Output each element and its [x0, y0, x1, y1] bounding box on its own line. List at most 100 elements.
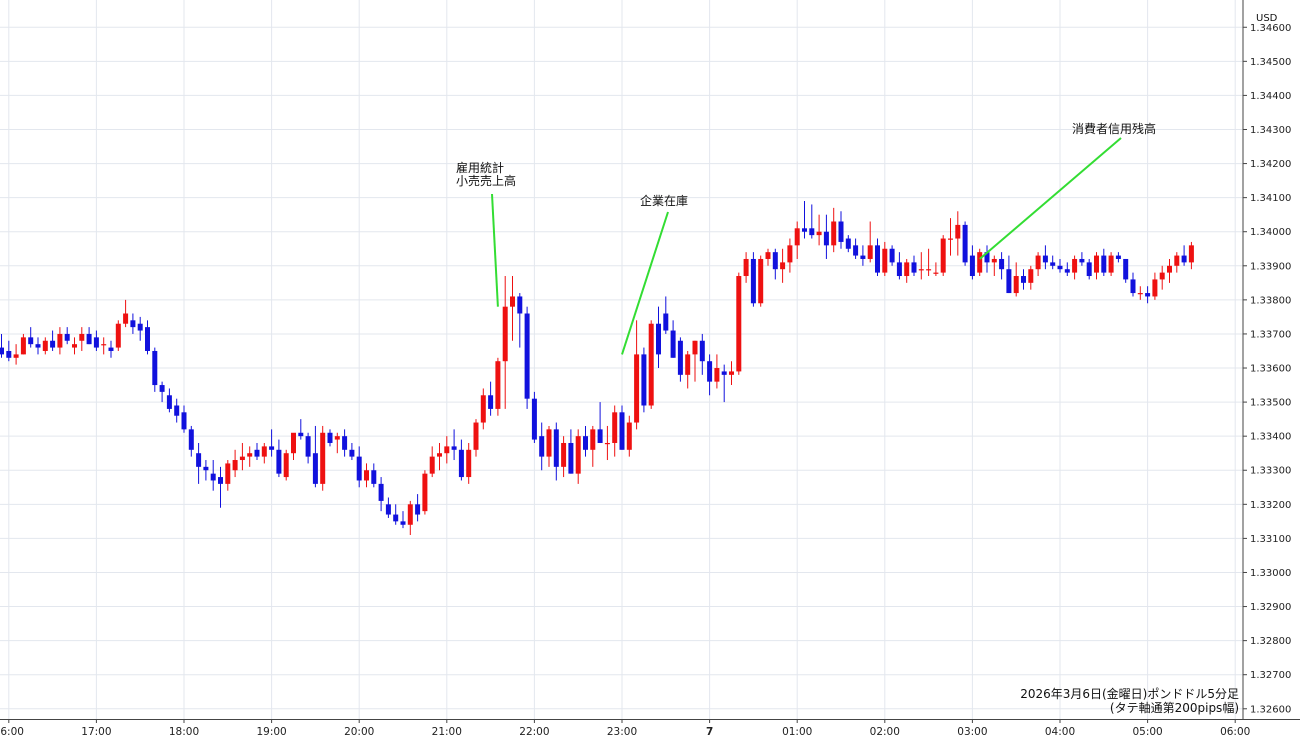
candle — [969, 245, 975, 280]
candle-body — [1145, 293, 1151, 297]
candle-body — [1137, 293, 1143, 295]
candle-body — [772, 252, 778, 270]
candle — [312, 425, 318, 488]
candle — [677, 337, 683, 382]
candle-body — [531, 398, 537, 440]
candle-body — [999, 258, 1005, 270]
candle — [473, 419, 479, 457]
candle — [1072, 255, 1078, 280]
currency-label: USD — [1256, 13, 1278, 24]
candle — [590, 425, 596, 467]
candle — [320, 425, 326, 491]
candle — [145, 320, 150, 355]
candle — [750, 252, 756, 307]
candle-body — [166, 395, 172, 409]
candle-body — [349, 449, 355, 457]
candle-body — [1094, 255, 1099, 273]
candle-body — [385, 504, 391, 515]
candle — [356, 446, 362, 488]
candle — [948, 218, 953, 256]
price-tick-label: 1.33800 — [1250, 295, 1291, 306]
candle — [400, 511, 406, 529]
candle-body — [823, 231, 829, 246]
candle — [707, 354, 713, 396]
candle-body — [561, 442, 567, 467]
candle — [1167, 258, 1172, 283]
candle — [28, 327, 34, 348]
candle — [933, 262, 939, 277]
candle — [422, 470, 428, 515]
candle — [1028, 265, 1034, 290]
candle-body — [1152, 279, 1158, 297]
candle — [685, 350, 691, 389]
candle — [794, 221, 800, 259]
chart-caption-line1: 2026年3月6日(金曜日)ポンドドル5分足 — [1020, 686, 1239, 701]
candle-body — [247, 453, 253, 457]
candle-body — [108, 347, 114, 351]
candle-body — [196, 453, 202, 467]
candle — [1159, 265, 1165, 290]
candle-body — [838, 221, 844, 242]
candle-body — [670, 330, 676, 358]
candle — [305, 432, 311, 464]
candle-body — [590, 429, 596, 450]
price-tick-label: 1.34400 — [1250, 91, 1291, 102]
candle — [495, 357, 501, 416]
candle-body — [889, 248, 895, 263]
candle — [531, 391, 537, 443]
candle — [721, 364, 727, 403]
candle-body — [1006, 269, 1012, 294]
candle-body — [1050, 262, 1056, 266]
candle-body — [1086, 262, 1092, 277]
annotation-leader — [621, 211, 669, 355]
candle-body — [575, 436, 581, 474]
candle-body — [444, 446, 450, 454]
candle — [896, 252, 902, 280]
candle — [634, 320, 640, 430]
candle — [0, 333, 4, 358]
candle — [188, 425, 194, 457]
candle-body — [422, 473, 428, 512]
candle-body — [371, 470, 377, 484]
time-tick-label: 21:00 — [432, 726, 462, 738]
candle-body — [794, 228, 800, 246]
candle — [889, 245, 895, 266]
candle-body — [458, 449, 464, 478]
candle — [1188, 241, 1194, 270]
candle — [918, 252, 924, 280]
price-tick-label: 1.32800 — [1250, 636, 1291, 647]
candle-body — [225, 463, 231, 484]
candle-body — [955, 224, 961, 239]
candle-body — [1028, 269, 1034, 283]
candle — [1137, 286, 1143, 300]
candle-body — [677, 340, 683, 375]
time-tick-label: 04:00 — [1045, 726, 1075, 738]
candle-body — [473, 422, 479, 450]
candle — [247, 446, 253, 467]
candle-body — [699, 340, 705, 362]
candle-body — [1057, 265, 1063, 270]
candle-body — [101, 344, 107, 346]
candle-body — [269, 446, 275, 450]
candle-body — [437, 453, 442, 457]
time-tick-label: 06:00 — [1220, 726, 1250, 738]
candle-body — [656, 323, 661, 355]
candle-body — [283, 453, 289, 478]
candle-body — [320, 432, 326, 484]
candle — [444, 436, 450, 464]
price-tick-label: 1.33200 — [1250, 500, 1291, 511]
candle — [276, 439, 282, 478]
price-tick-label: 1.33100 — [1250, 534, 1291, 545]
time-axis[interactable]: 16:00 17:00 18:00 19:00 20:00 21:00 22:00 23:00… — [0, 719, 1250, 738]
candle-body — [210, 473, 216, 481]
candle-body — [802, 228, 807, 232]
price-tick-label: 1.32600 — [1250, 704, 1291, 715]
candle — [291, 432, 296, 461]
candle — [546, 425, 552, 467]
candle — [64, 327, 70, 345]
candle — [42, 337, 48, 355]
price-axis[interactable]: 1.34600 1.34500 1.34400 1.34300 1.34200 1.341… — [1243, 23, 1291, 716]
candle-body — [867, 245, 873, 259]
candle-body — [707, 361, 713, 382]
